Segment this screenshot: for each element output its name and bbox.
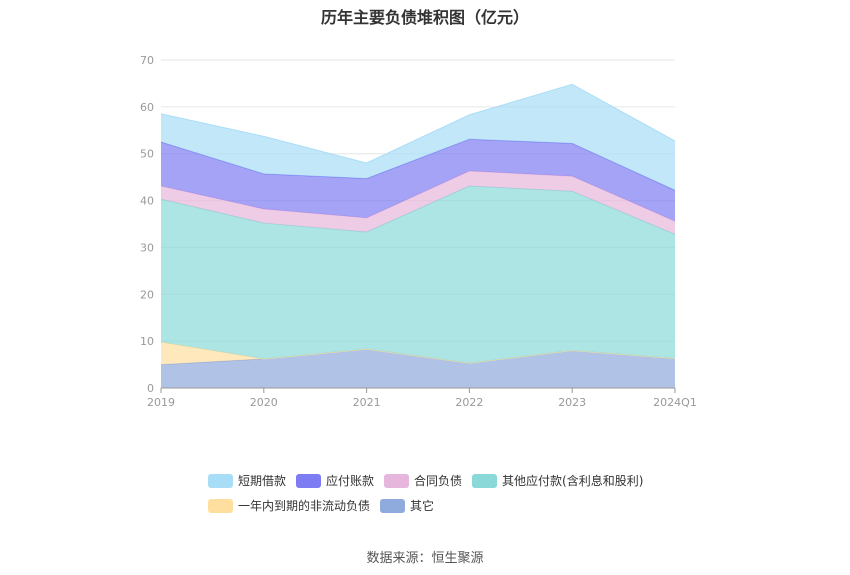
x-tick-label: 2024Q1 [653, 396, 697, 409]
chart-title: 历年主要负债堆积图（亿元） [320, 8, 529, 27]
legend-label: 应付账款 [326, 474, 375, 488]
legend-swatch [384, 473, 410, 488]
area-edge-应付账款 [160, 138, 676, 191]
legend-swatch [208, 498, 233, 513]
x-tick-label: 2019 [147, 396, 175, 409]
legend-label: 其它 [410, 499, 435, 513]
y-tick-label: 0 [147, 382, 154, 395]
area-series-短期借款[interactable] [161, 84, 675, 191]
legend-label: 合同负债 [414, 474, 463, 488]
legend-swatch [208, 473, 233, 488]
legend-item[interactable]: 其它 [380, 497, 434, 514]
y-tick-label: 60 [140, 101, 154, 114]
y-tick-label: 70 [140, 54, 154, 67]
legend-swatch [296, 473, 322, 488]
x-tick-label: 2020 [250, 396, 278, 409]
x-tick-label: 2023 [558, 396, 586, 409]
y-tick-label: 40 [140, 195, 154, 208]
y-tick-label: 20 [140, 288, 154, 301]
y-tick-label: 30 [140, 241, 154, 254]
legend-item[interactable]: 应付账款 [296, 472, 374, 489]
legend-swatch [380, 498, 406, 513]
legend-label: 短期借款 [238, 474, 287, 488]
legend-item[interactable]: 合同负债 [384, 472, 462, 489]
area-series-其它[interactable] [161, 349, 675, 388]
area-series-应付账款[interactable] [161, 139, 675, 222]
legend-item[interactable]: 一年内到期的非流动负债 [208, 497, 370, 514]
area-edge-其他应付款(含利息和股利) [160, 185, 676, 235]
legend-swatch [472, 473, 498, 488]
area-edge-短期借款 [160, 83, 676, 164]
x-tick-label: 2021 [353, 396, 381, 409]
stacked-area-chart: 0 10 20 30 40 50 60 70 2019 2020 2021 2022 2023 2024Q… [140, 54, 697, 409]
legend-item[interactable]: 其他应付款(含利息和股利) [472, 472, 643, 489]
area-series [160, 83, 676, 388]
y-tick-label: 50 [140, 148, 154, 161]
legend-item[interactable]: 短期借款 [208, 472, 286, 489]
legend: 短期借款 应付账款 合同负债 其他应付款(含利息和股利) 一年内到期的非流动负债 其它 [208, 472, 678, 514]
source-note: 数据来源：恒生聚源 [366, 551, 484, 566]
legend-label: 其他应付款(含利息和股利) [502, 474, 644, 488]
axes: 0 10 20 30 40 50 60 70 2019 2020 2021 2022 2023 2024Q… [140, 54, 697, 409]
area-series-合同负债[interactable] [161, 171, 675, 235]
area-series-其他应付款(含利息和股利)[interactable] [161, 186, 675, 364]
legend-label: 一年内到期的非流动负债 [238, 499, 371, 513]
x-tick-label: 2022 [455, 396, 483, 409]
y-tick-label: 10 [140, 335, 154, 348]
